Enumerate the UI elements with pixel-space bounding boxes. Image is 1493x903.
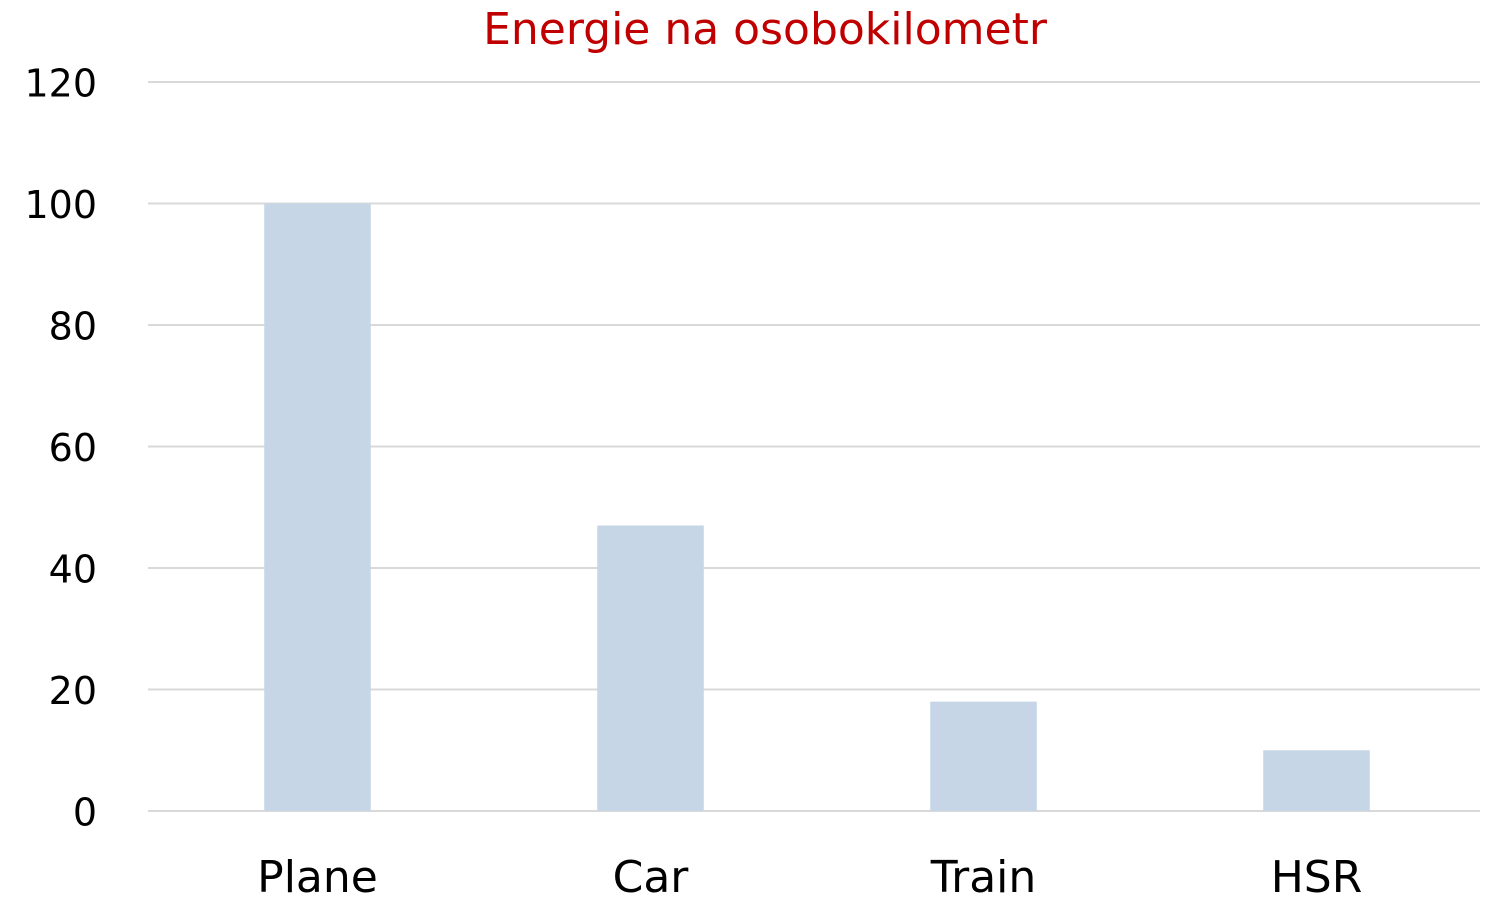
- bar: [930, 701, 1037, 811]
- bar: [597, 525, 704, 811]
- bar: [1263, 750, 1370, 811]
- chart-title: Energie na osobokilometr: [483, 4, 1048, 55]
- y-tick-label: 60: [49, 426, 97, 470]
- y-tick-label: 20: [49, 669, 97, 713]
- x-tick-label: HSR: [1271, 852, 1363, 903]
- x-tick-label: Car: [613, 852, 690, 903]
- y-tick-label: 0: [73, 791, 97, 835]
- y-tick-label: 120: [24, 62, 97, 106]
- y-tick-label: 80: [49, 305, 97, 349]
- y-tick-label: 100: [24, 183, 97, 227]
- x-tick-label: Train: [930, 852, 1037, 903]
- bar: [264, 203, 371, 811]
- x-tick-label: Plane: [257, 852, 378, 903]
- y-tick-label: 40: [49, 548, 97, 592]
